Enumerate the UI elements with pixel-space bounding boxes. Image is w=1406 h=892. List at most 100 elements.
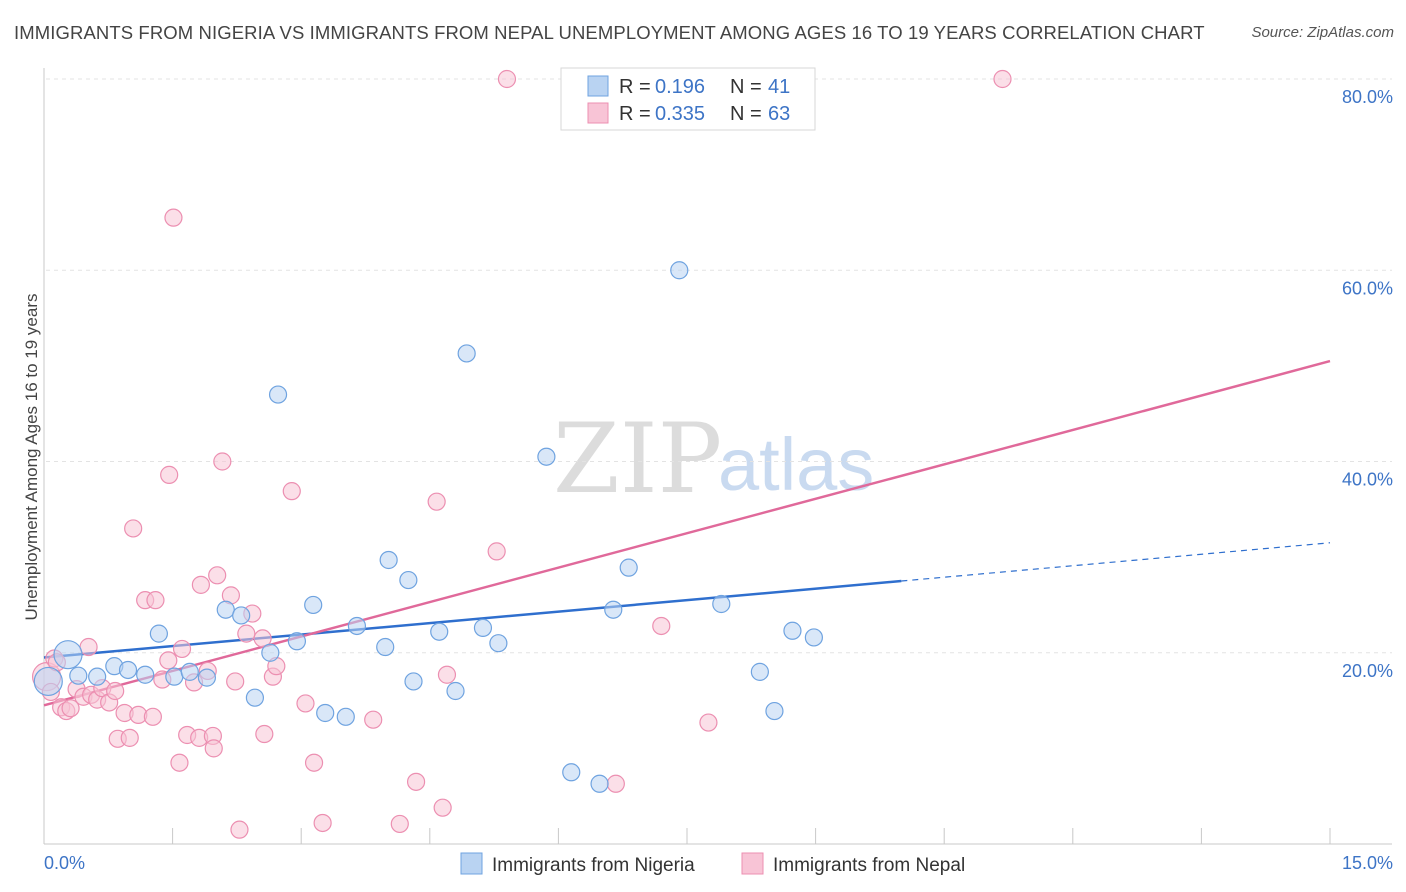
nigeria-point	[765, 701, 784, 721]
series-legend: Immigrants from Nigeria Immigrants from …	[460, 852, 965, 876]
x-axis-ticks	[172, 828, 1331, 844]
nepal-point	[164, 208, 183, 227]
nigeria-point	[136, 665, 155, 684]
nigeria-point	[604, 600, 623, 619]
nepal-point	[61, 699, 80, 718]
nigeria-r-value: 0.196	[655, 76, 705, 98]
nigeria-point	[489, 634, 508, 653]
nepal-point	[427, 492, 446, 511]
nepal-point	[304, 753, 324, 772]
nigeria-point	[457, 344, 476, 363]
nepal-trend-line	[43, 359, 1331, 707]
nigeria-point	[33, 666, 63, 697]
y-tick-label: 80.0%	[1342, 87, 1393, 107]
x-axis-tick-labels: 0.0% 15.0%	[44, 853, 1393, 873]
nigeria-n-label: N =	[730, 76, 762, 98]
nepal-point	[364, 710, 383, 729]
nepal-point	[255, 724, 274, 744]
nepal-point	[172, 639, 192, 659]
nigeria-trend-extension	[901, 542, 1331, 582]
stats-legend: R = 0.196 N = 41 R = 0.335 N = 63	[560, 67, 816, 131]
nigeria-point	[149, 624, 168, 643]
nigeria-point	[446, 681, 465, 701]
nepal-point	[160, 465, 179, 484]
nigeria-point	[287, 632, 307, 651]
nepal-point	[226, 672, 245, 691]
nigeria-point	[216, 600, 235, 619]
nepal-point	[406, 772, 426, 791]
nigeria-point	[562, 763, 581, 782]
nepal-r-label: R =	[619, 103, 651, 125]
nepal-point	[487, 542, 506, 561]
nigeria-point	[783, 621, 802, 640]
nigeria-point	[399, 570, 418, 590]
nigeria-point	[118, 660, 138, 680]
chart-title: IMMIGRANTS FROM NIGERIA VS IMMIGRANTS FR…	[14, 22, 1205, 43]
nepal-point	[699, 713, 718, 732]
nepal-point	[120, 728, 139, 747]
nepal-point	[437, 665, 457, 684]
nepal-point	[313, 813, 332, 833]
nepal-series-label: Immigrants from Nepal	[773, 855, 965, 876]
nepal-point	[213, 452, 232, 471]
nigeria-point	[750, 662, 769, 681]
nepal-point	[146, 591, 165, 610]
nepal-point	[191, 575, 210, 594]
nigeria-series-label: Immigrants from Nigeria	[492, 855, 695, 876]
nepal-point	[124, 519, 143, 538]
nepal-n-label: N =	[730, 103, 762, 125]
nigeria-point	[619, 558, 638, 577]
nepal-point	[390, 814, 409, 834]
nigeria-n-value: 41	[768, 76, 790, 98]
nigeria-point	[180, 662, 199, 681]
nepal-point	[159, 651, 178, 670]
nepal-n-value: 63	[768, 103, 790, 125]
nigeria-point	[670, 261, 689, 280]
nepal-point	[106, 681, 125, 701]
nigeria-series-swatch	[460, 852, 483, 875]
y-tick-label: 20.0%	[1342, 661, 1393, 681]
nigeria-point	[165, 667, 184, 686]
y-axis-label: Unemployment Among Ages 16 to 19 years	[22, 294, 41, 621]
nigeria-point	[304, 595, 323, 615]
nigeria-point	[245, 688, 265, 707]
nigeria-point	[537, 447, 556, 466]
nigeria-point	[473, 618, 493, 637]
watermark-zip: ZIP	[553, 403, 722, 515]
nepal-r-value: 0.335	[655, 103, 705, 125]
nigeria-point	[197, 668, 216, 687]
nepal-point	[652, 616, 671, 636]
x-tick-label: 0.0%	[44, 853, 85, 873]
nepal-point	[282, 482, 301, 501]
nepal-point	[79, 637, 98, 657]
y-axis-tick-labels: 20.0% 40.0% 60.0% 80.0%	[1342, 87, 1393, 681]
nigeria-point	[347, 616, 367, 636]
nepal-point	[208, 566, 227, 585]
nepal-series-swatch	[741, 852, 764, 875]
nigeria-trend-line	[43, 579, 902, 659]
nepal-point	[237, 624, 256, 643]
nepal-point	[433, 798, 452, 817]
data-points	[31, 69, 1012, 839]
nepal-point	[170, 753, 189, 772]
nepal-point	[230, 820, 249, 839]
nigeria-point	[804, 628, 823, 647]
nepal-legend-swatch	[587, 102, 609, 124]
nigeria-point	[336, 707, 355, 726]
nepal-point	[606, 774, 625, 793]
nepal-point	[143, 707, 162, 726]
nigeria-point	[590, 774, 609, 793]
nigeria-point	[268, 385, 288, 404]
nepal-point	[993, 69, 1012, 89]
nepal-point	[253, 629, 272, 648]
nepal-point	[497, 69, 517, 89]
nigeria-point	[379, 550, 398, 570]
nigeria-r-label: R =	[619, 76, 651, 98]
nepal-point	[296, 694, 315, 713]
nigeria-point	[376, 637, 395, 657]
nigeria-point	[430, 622, 449, 641]
nepal-point	[204, 739, 223, 758]
nigeria-point	[88, 667, 107, 686]
source-credit: Source: ZipAtlas.com	[1251, 24, 1394, 41]
